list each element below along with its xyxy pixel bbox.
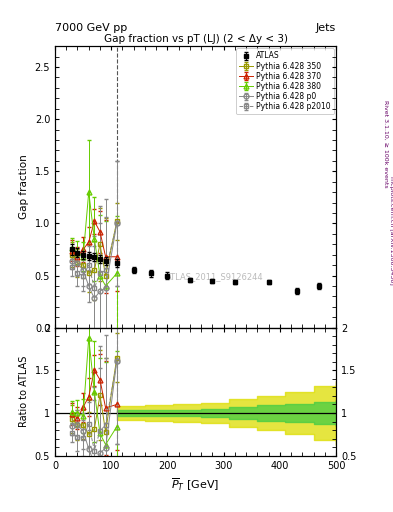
Y-axis label: Gap fraction: Gap fraction (19, 155, 29, 219)
X-axis label: $\overline{P}_T$ [GeV]: $\overline{P}_T$ [GeV] (171, 476, 220, 493)
Text: mcplots.cern.ch [arXiv:1306.3436]: mcplots.cern.ch [arXiv:1306.3436] (389, 176, 393, 285)
Text: Jets: Jets (316, 23, 336, 33)
Title: Gap fraction vs pT (LJ) (2 < Δy < 3): Gap fraction vs pT (LJ) (2 < Δy < 3) (103, 34, 288, 44)
Text: Rivet 3.1.10, ≥ 100k events: Rivet 3.1.10, ≥ 100k events (383, 99, 388, 187)
Text: 7000 GeV pp: 7000 GeV pp (55, 23, 127, 33)
Legend: ATLAS, Pythia 6.428 350, Pythia 6.428 370, Pythia 6.428 380, Pythia 6.428 p0, Py: ATLAS, Pythia 6.428 350, Pythia 6.428 37… (236, 48, 334, 114)
Y-axis label: Ratio to ATLAS: Ratio to ATLAS (19, 356, 29, 428)
Text: ATLAS_2011_S9126244: ATLAS_2011_S9126244 (166, 272, 264, 282)
